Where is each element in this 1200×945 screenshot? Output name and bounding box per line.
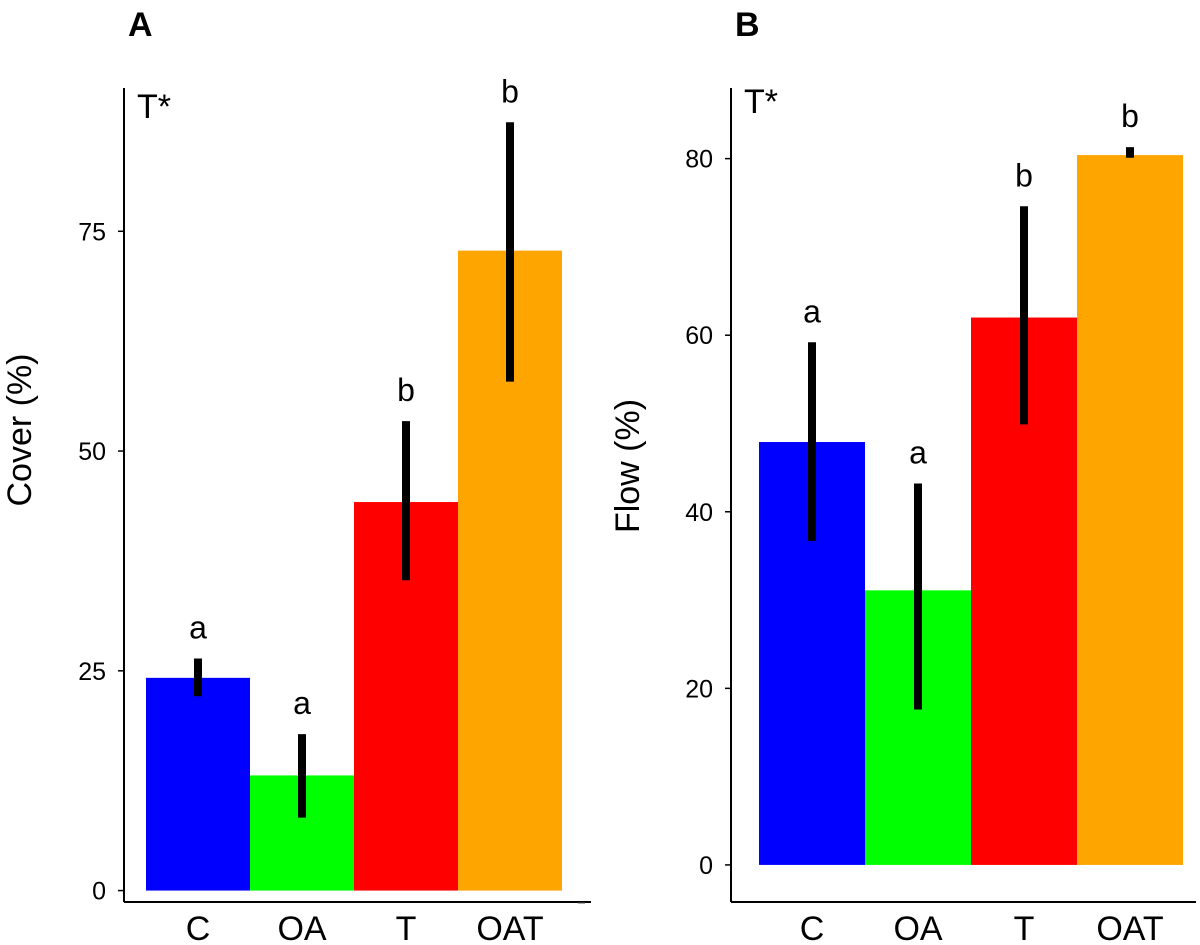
y-tick-label: 20 [685, 675, 713, 703]
significance-letter: b [501, 73, 519, 109]
corner-note: T* [137, 88, 171, 126]
category-label: T [1014, 910, 1035, 945]
y-tick-label: 60 [685, 322, 713, 350]
category-label: T [396, 910, 417, 945]
y-tick-label: 25 [78, 658, 106, 686]
significance-letter: a [189, 610, 207, 646]
significance-letter: b [1015, 157, 1033, 193]
y-tick-label: 50 [78, 438, 106, 466]
category-label: OAT [476, 910, 543, 945]
y-tick-label: 40 [685, 499, 713, 527]
category-label: OA [277, 910, 326, 945]
panel-b-marks: 0 20 40 60 80 a Ca OA b Tb OAT [685, 98, 1183, 945]
panel-letter: A [128, 6, 153, 44]
significance-letter: b [1121, 98, 1139, 134]
bar-oat [1077, 155, 1183, 865]
category-label: C [186, 910, 211, 945]
significance-letter: a [803, 293, 821, 329]
significance-letter: b [397, 372, 415, 408]
significance-letter: a [293, 685, 311, 721]
panel-letter: B [735, 6, 760, 44]
category-label: OAT [1096, 910, 1163, 945]
panel-b: B T* Flow (%) 0 20 40 60 80 a Ca OA b Tb OAT [609, 6, 1196, 945]
y-tick-label: 0 [699, 852, 713, 880]
bar-c [146, 677, 250, 891]
y-axis-title: Flow (%) [609, 399, 647, 533]
category-label: C [800, 910, 825, 945]
panel-a-marks: 0 25 50 75 a Ca OA b Tb OAT [78, 73, 562, 945]
panel-a: A T* Cover (%) 0 25 50 75 a Ca OA b Tb OAT [1, 6, 591, 945]
significance-letter: a [909, 435, 927, 471]
category-label: OA [893, 910, 942, 945]
y-tick-label: 75 [78, 218, 106, 246]
y-axis-title: Cover (%) [1, 353, 39, 506]
y-tick-label: 80 [685, 146, 713, 174]
y-tick-label: 0 [92, 878, 106, 906]
corner-note: T* [744, 83, 778, 121]
